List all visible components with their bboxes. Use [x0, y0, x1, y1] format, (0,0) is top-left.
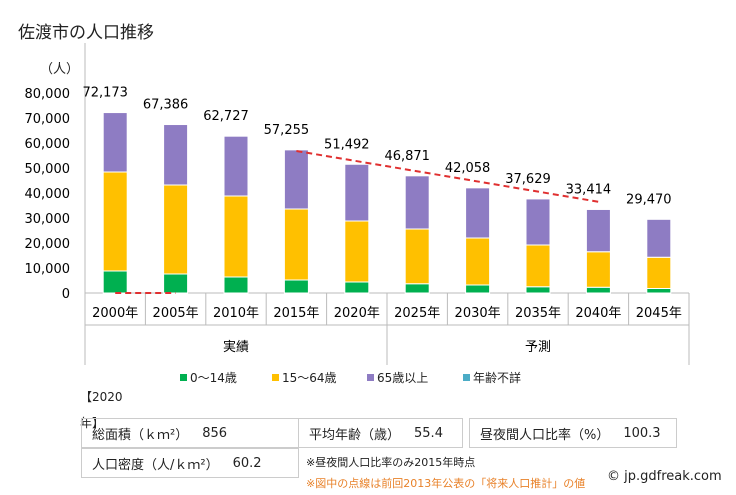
x-tick-label: 2005年 — [153, 306, 199, 321]
bar-segment — [163, 184, 189, 275]
bar-segment — [102, 171, 128, 272]
bar-segment — [404, 228, 430, 285]
bar-segment — [223, 135, 249, 197]
x-tick-label: 2030年 — [455, 306, 501, 321]
area-value: 856 — [202, 425, 228, 441]
bar-segment — [525, 198, 551, 246]
legend-label: 65歳以上 — [377, 371, 429, 385]
total-label: 29,470 — [626, 192, 672, 207]
ratio-label: 昼夜間人口比率（%） — [480, 427, 610, 443]
note-dotted-line: ※図中の点線は前回2013年公表の「将来人口推計」の値 — [306, 477, 586, 490]
legend-label: 15〜64歳 — [282, 371, 337, 385]
x-tick-label: 2040年 — [575, 306, 621, 321]
x-tick-label: 2035年 — [515, 306, 561, 321]
bar-segment — [283, 208, 309, 281]
bar-segment — [646, 288, 672, 294]
bar-segment — [585, 208, 611, 253]
bar-segment — [102, 112, 128, 173]
bar-segment — [283, 149, 309, 210]
bar-segment — [223, 276, 249, 294]
legend-item-15-64: 15〜64歳 — [272, 369, 337, 386]
total-label: 33,414 — [566, 182, 612, 197]
bar-segment — [585, 251, 611, 288]
bar-segment — [525, 286, 551, 294]
bar-segment — [404, 283, 430, 294]
bar-segment — [525, 244, 551, 288]
density-box: 人口密度（人/ｋｍ²） 60.2 — [81, 448, 299, 478]
total-label: 51,492 — [324, 137, 370, 152]
x-tick-label: 2045年 — [636, 306, 682, 321]
ratio-box: 昼夜間人口比率（%） 100.3 — [469, 418, 677, 448]
bar-segment — [465, 187, 491, 239]
y-axis-unit: （人） — [40, 62, 80, 77]
bar-segment — [163, 273, 189, 294]
area-box: 総面積（ｋｍ²） 856 — [81, 418, 299, 448]
total-label: 42,058 — [445, 161, 491, 176]
y-tick-label: 70,000 — [25, 112, 71, 127]
stacked-bar-chart: 0 10,000 20,000 30,000 40,000 50,000 60,000 70,… — [25, 43, 690, 365]
bar-segment — [344, 220, 370, 283]
legend-swatch — [463, 374, 470, 381]
total-label: 57,255 — [264, 123, 310, 138]
group-label: 予測 — [525, 340, 551, 355]
legend-label: 0〜14歳 — [190, 371, 237, 385]
copyright: © jp.gdfreak.com — [605, 469, 722, 484]
legend-item-65plus: 65歳以上 — [367, 369, 428, 386]
total-label: 72,173 — [82, 86, 128, 101]
legend-item-0-14: 0〜14歳 — [180, 369, 237, 386]
y-tick-label: 80,000 — [25, 87, 71, 102]
density-value: 60.2 — [232, 455, 262, 471]
y-tick-label: 60,000 — [25, 137, 71, 152]
bar-segment — [344, 163, 370, 222]
legend-label: 年齢不詳 — [473, 371, 522, 385]
y-tick-label: 30,000 — [25, 212, 71, 227]
bar-segment — [163, 124, 189, 186]
bar-segment — [465, 284, 491, 294]
bar-segment — [465, 237, 491, 286]
y-tick-label: 20,000 — [25, 237, 71, 252]
total-label: 37,629 — [505, 172, 551, 187]
area-label: 総面積（ｋｍ²） — [92, 427, 189, 443]
x-tick-label: 2020年 — [334, 306, 380, 321]
age-value: 55.4 — [414, 425, 443, 441]
x-tick-label: 2010年 — [213, 306, 259, 321]
legend-swatch — [272, 374, 279, 381]
legend-swatch — [367, 374, 374, 381]
total-label: 46,871 — [384, 149, 430, 164]
bar-segment — [283, 279, 309, 294]
total-label: 62,727 — [203, 109, 249, 124]
bar-segment — [223, 195, 249, 278]
bar-segment — [404, 175, 430, 230]
chart-title: 佐渡市の人口推移 — [18, 23, 154, 43]
y-tick-label: 10,000 — [25, 262, 71, 277]
x-tick-label: 2025年 — [394, 306, 440, 321]
group-label: 実績 — [223, 339, 249, 355]
bar-segment — [585, 286, 611, 294]
ratio-value: 100.3 — [623, 425, 661, 441]
previous-estimate-line — [296, 150, 599, 203]
legend-swatch — [180, 374, 187, 381]
y-tick-label: 40,000 — [25, 187, 71, 202]
note-ratio: ※昼夜間人口比率のみ2015年時点 — [306, 456, 476, 469]
bar-segment — [102, 270, 128, 294]
x-tick-label: 2015年 — [273, 306, 319, 321]
bar-segment — [646, 256, 672, 289]
age-label: 平均年齢（歳） — [309, 427, 401, 443]
legend-item-unknown: 年齢不詳 — [463, 369, 521, 386]
bar-segment — [344, 281, 370, 294]
total-label: 67,386 — [143, 98, 189, 113]
density-label: 人口密度（人/ｋｍ²） — [92, 457, 219, 473]
age-box: 平均年齢（歳） 55.4 — [298, 418, 463, 448]
bar-segment — [646, 218, 672, 258]
x-tick-label: 2000年 — [92, 306, 138, 321]
y-tick-label: 50,000 — [25, 162, 71, 177]
info-heading: 【2020年】 — [80, 390, 123, 430]
y-tick-label: 0 — [62, 287, 70, 302]
